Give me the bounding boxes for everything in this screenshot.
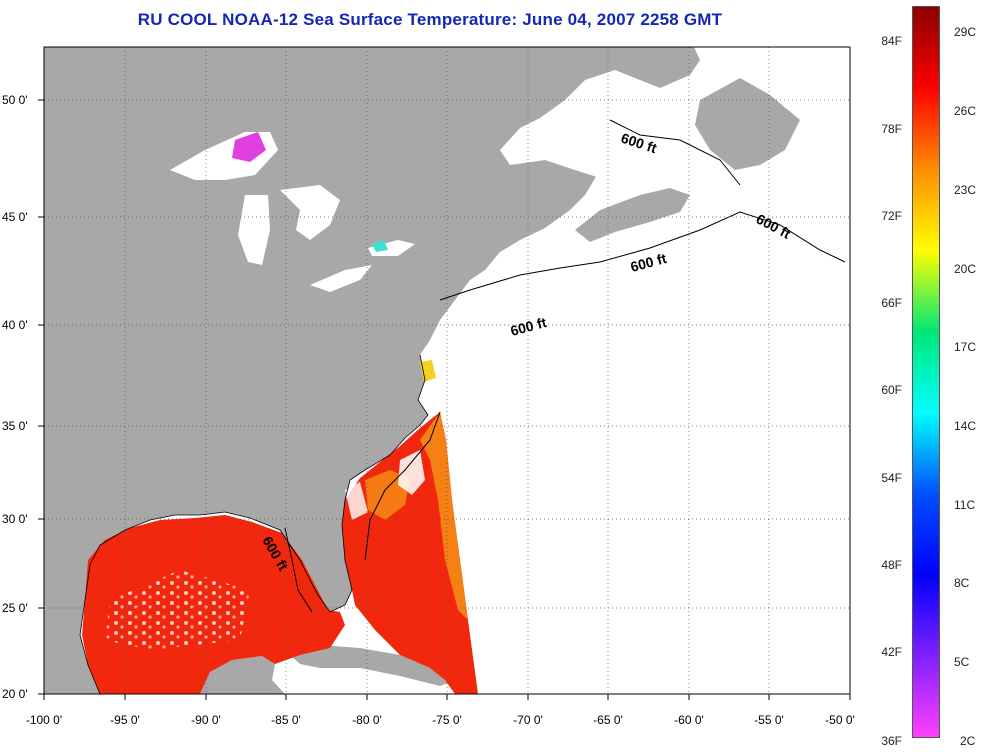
lon-label: -70 0' <box>513 713 543 727</box>
lat-label: 50 0' <box>2 93 28 107</box>
colorbar-c-label: 14C <box>954 419 977 433</box>
colorbar-c-label: 23C <box>954 183 977 197</box>
sst-lake-erie-cyan <box>372 240 388 252</box>
colorbar-f-label: 78F <box>881 122 902 136</box>
temperature-colorbar <box>912 6 940 738</box>
colorbar-c-label: 11C <box>954 498 976 512</box>
lat-label: 45 0' <box>2 210 28 224</box>
lon-label: -60 0' <box>674 713 704 727</box>
lat-label: 35 0' <box>2 419 28 433</box>
lat-label: 30 0' <box>2 512 28 526</box>
lat-label: 20 0' <box>2 687 28 701</box>
colorbar-c-label: 2C <box>960 734 976 748</box>
colorbar-f-label: 36F <box>881 734 902 748</box>
lat-label: 25 0' <box>2 601 28 615</box>
land-yucatan <box>200 656 285 694</box>
colorbar-c-label: 20C <box>954 262 977 276</box>
cloud-patch-atlantic-2 <box>345 482 368 520</box>
cloud-patch-gulf <box>105 570 250 650</box>
map-title: RU COOL NOAA-12 Sea Surface Temperature:… <box>137 10 723 29</box>
land-cuba <box>290 645 455 686</box>
coastline-east <box>79 354 429 694</box>
lake-erie <box>310 265 372 292</box>
lon-label: -90 0' <box>191 713 221 727</box>
colorbar-f-label: 60F <box>881 383 902 397</box>
sst-warm-band-orange <box>420 412 468 620</box>
sst-cold-lake-superior <box>232 132 266 162</box>
colorbar-c-label: 5C <box>954 655 970 669</box>
land-newfoundland <box>695 78 800 170</box>
sst-map: -100 0' -95 0' -90 0' -85 0' -80 0' -75 … <box>2 46 855 727</box>
lat-label: 40 0' <box>2 318 28 332</box>
colorbar-f-label: 54F <box>881 471 902 485</box>
colorbar-c-label: 8C <box>954 576 970 590</box>
colorbar-c-label: 17C <box>954 340 977 354</box>
lon-label: -65 0' <box>593 713 623 727</box>
lon-label: -95 0' <box>110 713 140 727</box>
land-north-america <box>44 47 700 694</box>
lon-label: -85 0' <box>271 713 301 727</box>
colorbar-f-label: 84F <box>881 34 902 48</box>
cloud-patch-atlantic <box>398 450 425 495</box>
lon-label: -50 0' <box>825 713 855 727</box>
colorbar-f-label: 48F <box>881 558 902 572</box>
lon-label: -100 0' <box>26 713 62 727</box>
isobath-600ft-line-gulf <box>284 527 313 613</box>
colorbar-c-label: 29C <box>954 25 977 39</box>
colorbar-f-label: 66F <box>881 296 902 310</box>
colorbar-f-label: 72F <box>881 209 902 223</box>
colorbar-c-label: 26C <box>954 104 977 118</box>
isobath-600ft-line-se <box>364 411 441 561</box>
lon-label: -75 0' <box>432 713 462 727</box>
land-nova-scotia <box>575 188 690 242</box>
lake-ontario <box>368 240 415 256</box>
lon-label: -55 0' <box>754 713 784 727</box>
lake-huron <box>280 185 340 240</box>
isobath-600ft-line-2 <box>609 119 741 186</box>
lake-michigan <box>238 195 270 265</box>
axis-ticks <box>38 99 851 700</box>
colorbar-f-label: 42F <box>881 645 902 659</box>
gulf-st-lawrence <box>545 110 700 190</box>
lon-label: -80 0' <box>352 713 382 727</box>
isobath-600ft-line <box>439 211 846 301</box>
